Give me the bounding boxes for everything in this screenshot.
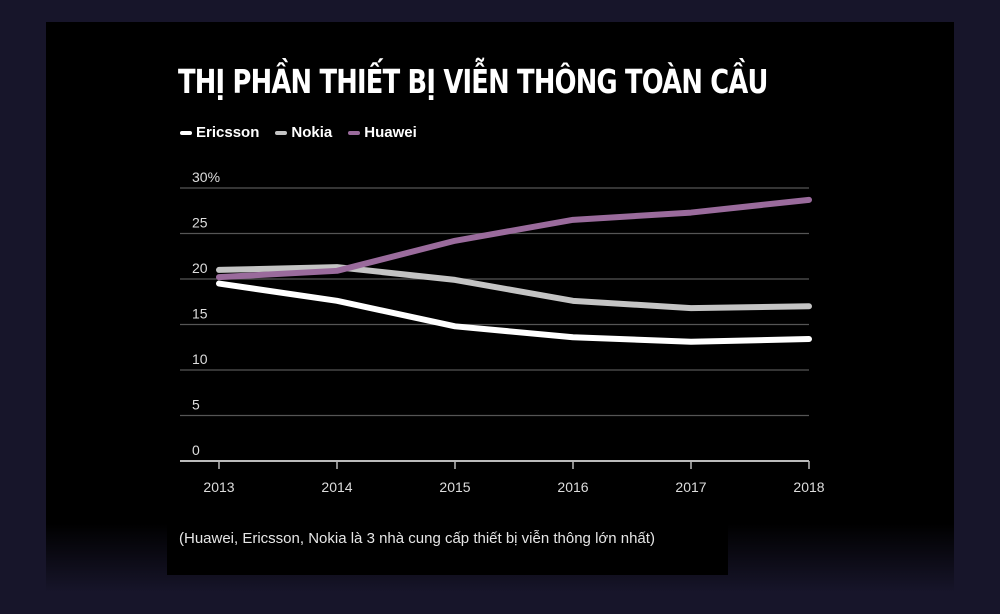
y-tick-label: 15 [192, 306, 208, 322]
caption-box: (Huawei, Ericsson, Nokia là 3 nhà cung c… [167, 520, 728, 575]
x-tick-label: 2014 [321, 479, 352, 495]
y-tick-label: 5 [192, 397, 200, 413]
x-tick-label: 2017 [675, 479, 706, 495]
chart-title: THỊ PHẦN THIẾT BỊ VIỄN THÔNG TOÀN CẦU [178, 62, 768, 101]
x-tick-label: 2018 [793, 479, 824, 495]
legend-swatch [348, 130, 361, 135]
series-line-huawei [216, 196, 812, 281]
legend-label: Ericsson [196, 124, 260, 141]
y-tick-label: 20 [192, 260, 208, 276]
legend-swatch [180, 130, 192, 135]
legend-item-ericsson: Ericsson [180, 124, 259, 141]
series-line-nokia [216, 264, 812, 312]
y-tick-label: 30% [192, 169, 220, 185]
legend: Ericsson Nokia Huawei [180, 124, 417, 141]
series-line-ericsson [216, 280, 812, 345]
x-tick-label: 2013 [203, 479, 234, 495]
legend-swatch [275, 130, 288, 135]
legend-item-huawei: Huawei [348, 124, 417, 141]
caption: (Huawei, Ericsson, Nokia là 3 nhà cung c… [179, 530, 655, 547]
legend-item-nokia: Nokia [275, 124, 332, 141]
x-tick-label: 2015 [439, 479, 470, 495]
y-tick-label: 0 [192, 442, 200, 458]
x-tick-label: 2016 [557, 479, 588, 495]
legend-label: Huawei [364, 124, 417, 141]
legend-label: Nokia [291, 124, 333, 141]
y-tick-label: 25 [192, 215, 208, 231]
y-tick-label: 10 [192, 351, 208, 367]
